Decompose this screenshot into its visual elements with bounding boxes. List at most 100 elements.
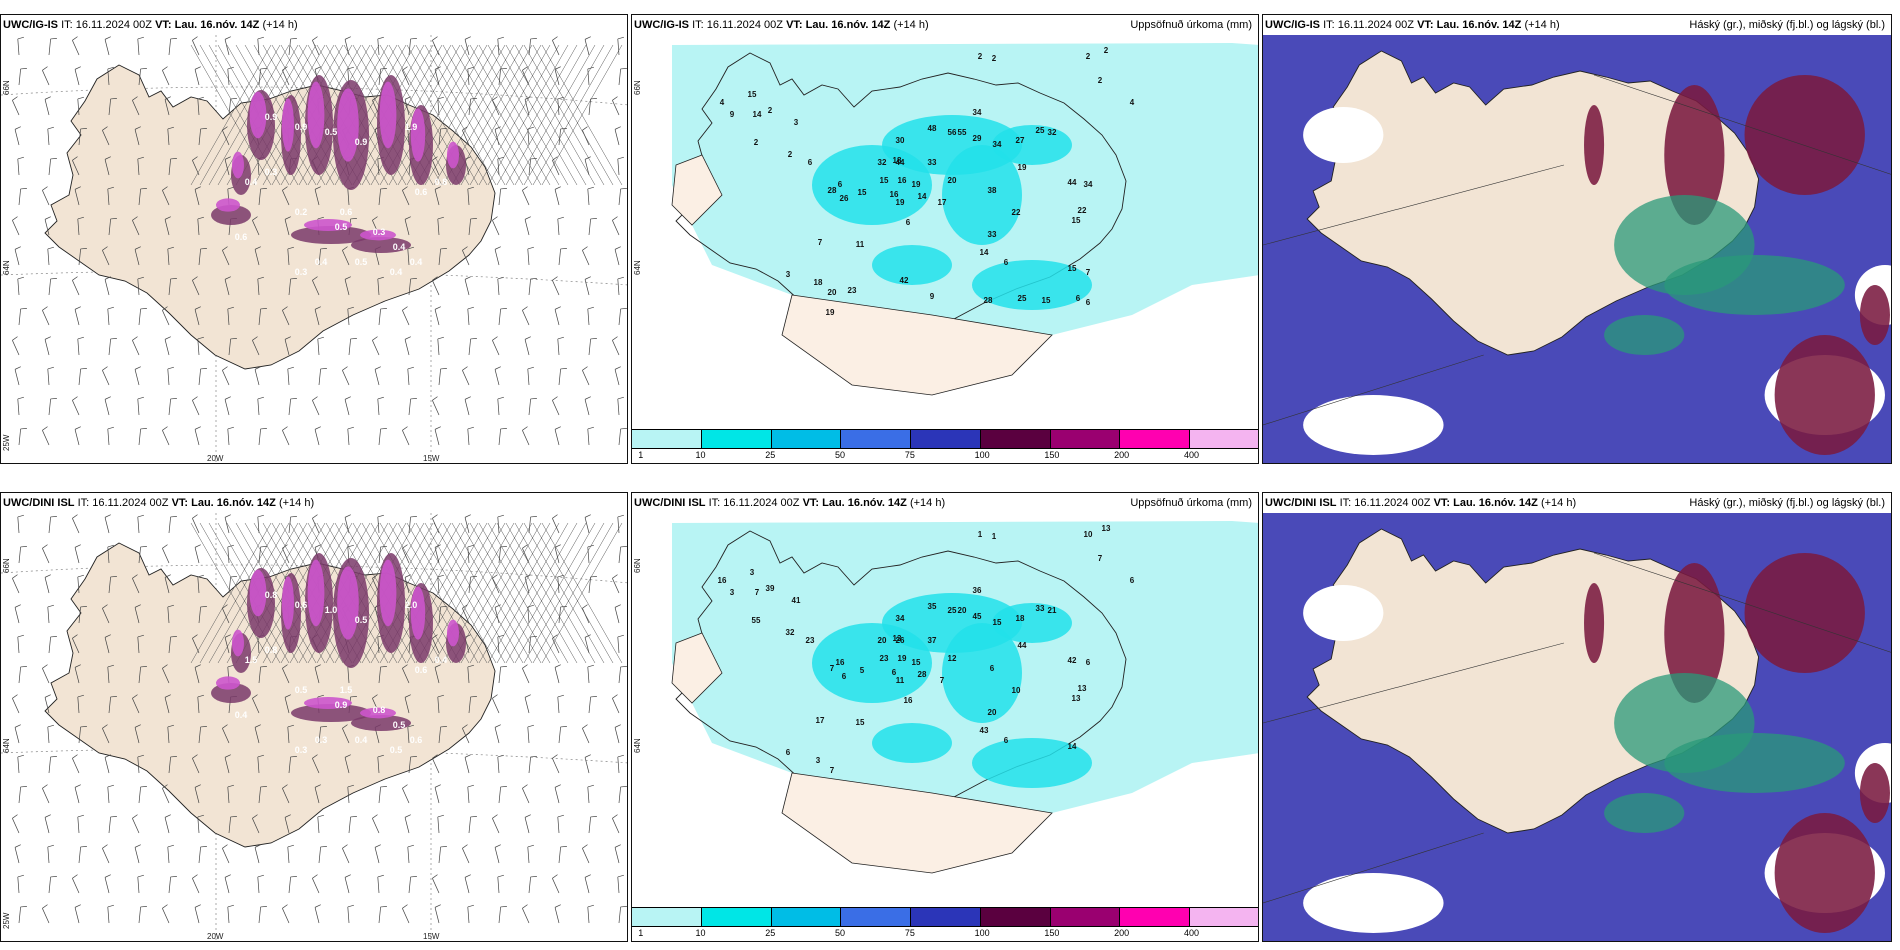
colorbar-tick-label: 200 <box>1114 928 1130 938</box>
value-label: 0.3 <box>373 227 386 237</box>
value-label: 2 <box>754 138 759 147</box>
colorbar-tick-label: 50 <box>835 450 846 460</box>
value-label: 39 <box>766 584 775 593</box>
value-label: 48 <box>928 124 937 133</box>
value-label: 6 <box>1130 576 1135 585</box>
value-label: 11 <box>856 240 865 249</box>
value-label: 35 <box>928 602 937 611</box>
colorbar-tick-label: 10 <box>695 928 706 938</box>
value-label: 19 <box>898 654 907 663</box>
value-label: 0.4 <box>245 177 258 187</box>
value-label: 32 <box>1048 128 1057 137</box>
grid-line <box>1593 74 1891 175</box>
high-cloud-area <box>1744 553 1865 673</box>
value-label: 0.6 <box>295 600 308 610</box>
colorbar-tick-label: 75 <box>904 928 915 938</box>
grid-label: 25W <box>2 912 11 929</box>
grid-label: 66N <box>2 80 11 95</box>
value-label: 19 <box>1018 163 1027 172</box>
value-label: 0.6 <box>410 735 423 745</box>
value-label: 15 <box>912 658 921 667</box>
precip-streak <box>410 586 426 640</box>
grid-label: 64N <box>633 738 642 753</box>
low-cloud-area <box>1604 793 1685 833</box>
value-label: 29 <box>973 134 982 143</box>
colorbar-swatch <box>1120 430 1191 448</box>
value-label: 9 <box>730 110 735 119</box>
value-label: 0.6 <box>415 187 428 197</box>
colorbar-tick-label: 10 <box>695 450 706 460</box>
value-label: 2.0 <box>405 600 418 610</box>
value-label: 13 <box>1078 684 1087 693</box>
value-label: 0.5 <box>335 222 348 232</box>
colorbar-tick-label: 1 <box>638 928 644 938</box>
value-label: 2 <box>1086 52 1091 61</box>
value-label: 3 <box>794 118 799 127</box>
wind-barbs <box>12 514 627 924</box>
value-label: 1.5 <box>245 655 258 665</box>
value-label: 18 <box>893 156 902 165</box>
value-label: 13 <box>1072 694 1081 703</box>
low-cloud-area <box>1664 733 1845 793</box>
precip-moderate-area <box>992 125 1072 165</box>
value-label: 14 <box>753 110 762 119</box>
value-label: 25 <box>1018 294 1027 303</box>
colorbar-swatch <box>1050 430 1121 448</box>
panel-dini-wind: UWC/DINI ISL IT: 16.11.2024 00Z VT: Lau.… <box>0 492 628 942</box>
value-label: 0.4 <box>355 735 368 745</box>
colorbar-swatch <box>911 908 981 926</box>
colorbar-swatch <box>1190 430 1258 448</box>
cloud-map-svg <box>1263 35 1891 463</box>
low-cloud-area <box>1604 315 1685 355</box>
value-label: 2 <box>1098 76 1103 85</box>
grid-label: 64N <box>2 738 11 753</box>
value-label: 0.9 <box>295 122 308 132</box>
latitude-line <box>1 564 627 584</box>
value-label: 18 <box>1016 614 1025 623</box>
value-label: 26 <box>896 636 905 645</box>
value-label: 0.4 <box>393 242 406 252</box>
value-label: 0.3 <box>295 745 308 755</box>
value-label: 44 <box>1068 178 1077 187</box>
colorbar-tick-label: 50 <box>835 928 846 938</box>
value-label: 0.6 <box>340 207 353 217</box>
high-cloud-area <box>1744 75 1865 195</box>
value-label: 34 <box>993 140 1002 149</box>
precip-streak <box>304 219 352 231</box>
precip-streak <box>216 676 240 690</box>
colorbar-tick-label: 400 <box>1183 928 1199 938</box>
panel-title: Uppsöfnuð úrkoma (mm) <box>1130 19 1252 31</box>
value-label: 22 <box>1078 206 1087 215</box>
high-cloud-area <box>1664 563 1725 703</box>
colorbar-swatch <box>1190 908 1258 926</box>
precip-moderate-area <box>872 245 952 285</box>
value-label: 16 <box>836 658 845 667</box>
value-label: 15 <box>993 618 1002 627</box>
value-label: 25 <box>948 606 957 615</box>
value-label: 6 <box>1086 658 1091 667</box>
value-label: 0.4 <box>235 710 248 720</box>
grid-label: 25W <box>2 434 11 451</box>
panel-ig-wind: UWC/IG-IS IT: 16.11.2024 00Z VT: Lau. 16… <box>0 14 628 464</box>
colorbar: 1 10 25 50 75 100 150 200 400 <box>632 907 1258 941</box>
value-label: 16 <box>718 576 727 585</box>
colorbar-swatch <box>632 430 702 448</box>
value-label: 15 <box>858 188 867 197</box>
panel-title: Háský (gr.), miðský (fj.bl.) og lágský (… <box>1689 497 1885 509</box>
precip-map: 1 1 10 13 7 6 16 3 3 7 39 41 55 32 23 34 26 35 25 20 36 45 15 1… <box>632 513 1258 907</box>
colorbar-swatch <box>632 908 702 926</box>
value-label: 7 <box>818 238 823 247</box>
dry-land <box>781 294 1053 396</box>
value-label: 2 <box>768 106 773 115</box>
panel-title: Háský (gr.), miðský (fj.bl.) og lágský (… <box>1689 19 1885 31</box>
precip-moderate-area <box>872 723 952 763</box>
precip-streak <box>360 229 396 241</box>
cloud-map-svg <box>1263 513 1891 941</box>
value-label: 4 <box>1130 98 1135 107</box>
dry-land <box>781 772 1053 874</box>
value-label: 34 <box>896 614 905 623</box>
value-label: 2 <box>788 150 793 159</box>
clear-sky <box>1303 585 1384 641</box>
value-label: 36 <box>973 586 982 595</box>
iceland-land <box>675 52 1127 358</box>
